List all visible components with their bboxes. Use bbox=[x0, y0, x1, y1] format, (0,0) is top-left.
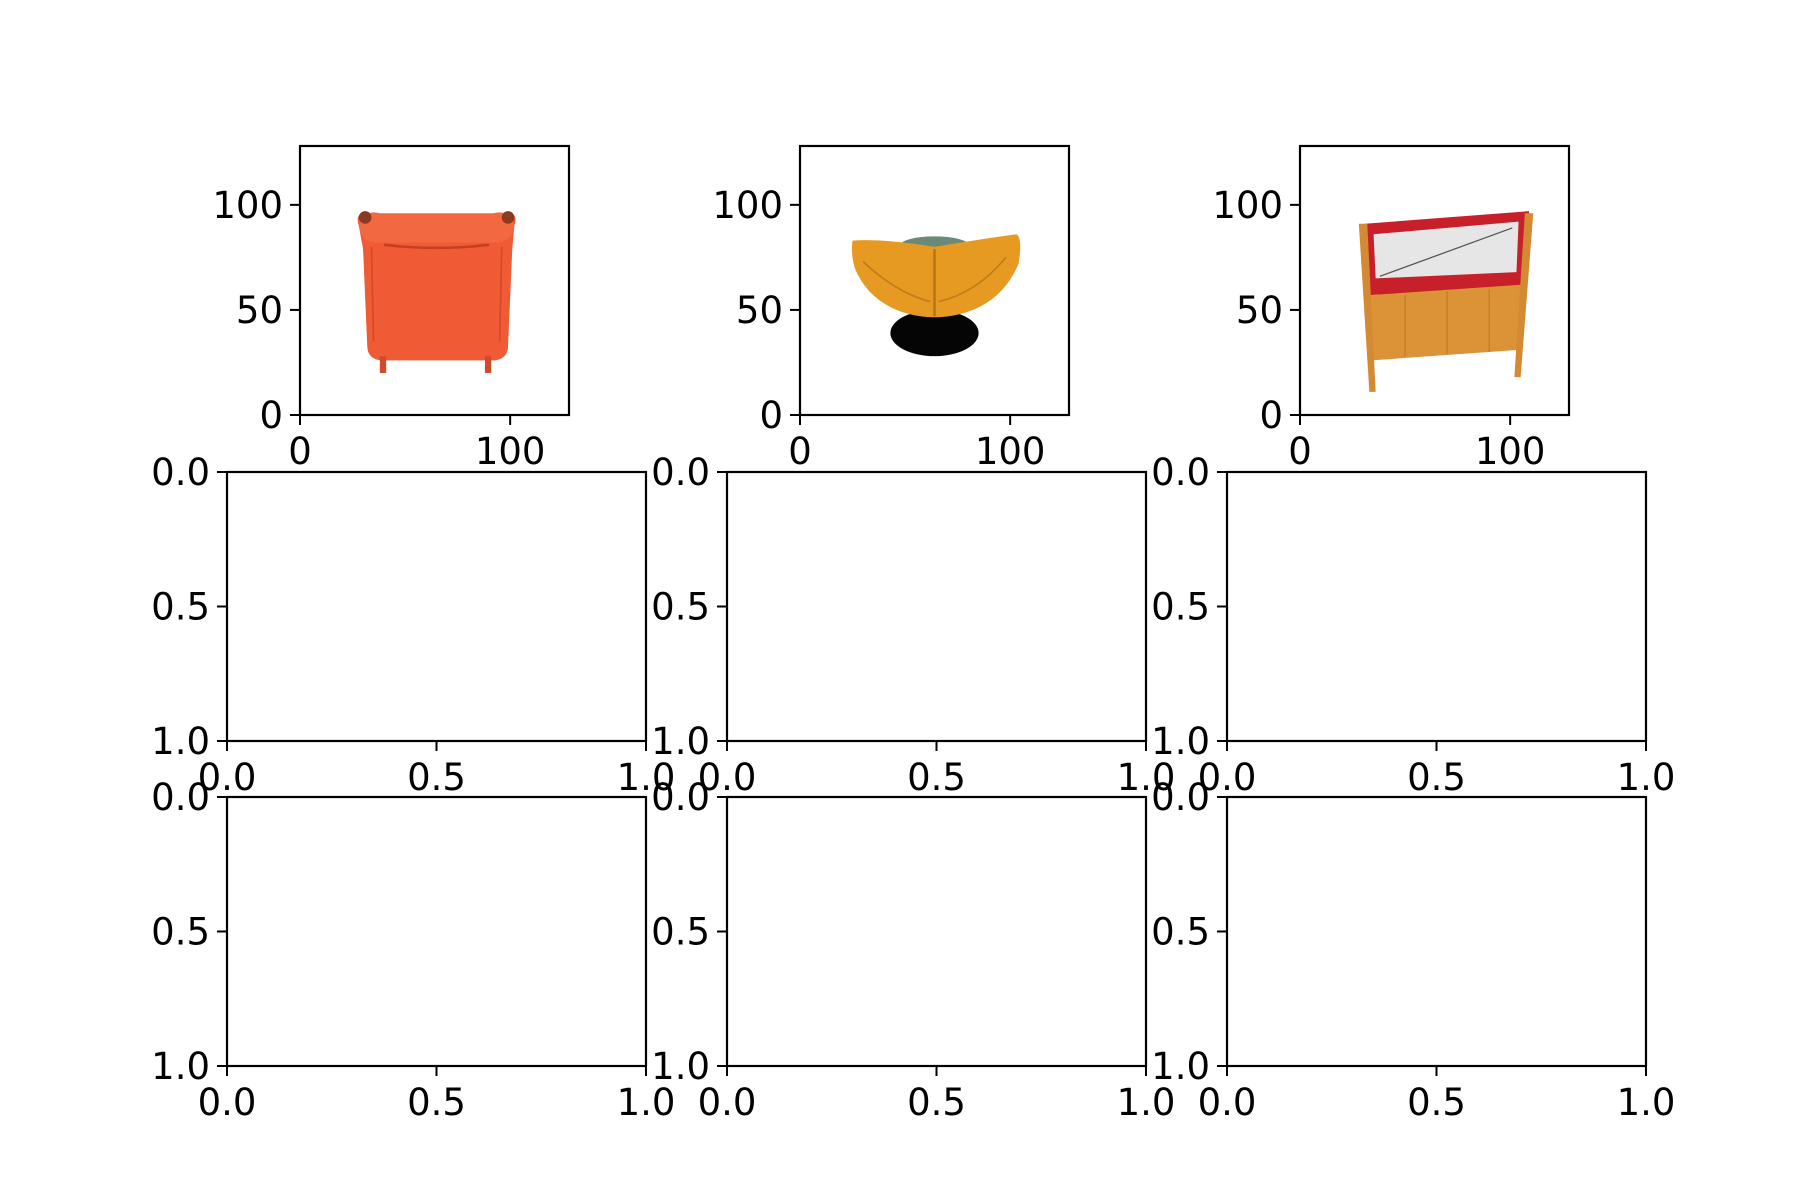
x-tick-label: 100 bbox=[975, 430, 1046, 473]
subplot-2: 0 100 0 50 100 bbox=[712, 144, 1071, 473]
x-tick-label: 0.0 bbox=[698, 1081, 757, 1124]
subplot-9: 0.0 0.5 1.00.00.51.0 bbox=[1151, 776, 1675, 1124]
y-tick-label: 0.5 bbox=[1151, 911, 1210, 954]
y-tick-label: 0.5 bbox=[151, 586, 210, 629]
x-tick-label: 0.5 bbox=[907, 1081, 966, 1124]
subplot-8: 0.0 0.5 1.00.00.51.0 bbox=[651, 776, 1175, 1124]
y-tick-label: 1.0 bbox=[151, 720, 210, 763]
subplot-7: 0.0 0.5 1.00.00.51.0 bbox=[151, 776, 675, 1124]
x-tick-label: 0.0 bbox=[1198, 1081, 1257, 1124]
y-tick-label: 0.0 bbox=[151, 451, 210, 494]
x-tick-label: 0 bbox=[288, 430, 312, 473]
x-tick-label: 100 bbox=[1475, 430, 1546, 473]
y-tick-label: 0 bbox=[259, 394, 283, 437]
x-tick-label: 0.0 bbox=[698, 756, 757, 799]
y-tick-label: 50 bbox=[736, 289, 783, 332]
y-tick-label: 0.0 bbox=[651, 451, 710, 494]
x-tick-label: 1.0 bbox=[1617, 756, 1676, 799]
x-tick-label: 1.0 bbox=[1117, 1081, 1176, 1124]
y-tick-label: 0.0 bbox=[1151, 776, 1210, 819]
y-tick-label: 0.5 bbox=[151, 911, 210, 954]
y-tick-label: 0.5 bbox=[1151, 586, 1210, 629]
subplot-5: 0.0 0.5 1.00.00.51.0 bbox=[651, 451, 1175, 799]
axes-frame bbox=[798, 144, 1071, 417]
x-tick-label: 0 bbox=[788, 430, 812, 473]
orange-armchair-image bbox=[356, 209, 517, 375]
x-tick-label: 0.0 bbox=[198, 1081, 257, 1124]
y-tick-label: 1.0 bbox=[1151, 720, 1210, 763]
x-tick-label: 0.5 bbox=[407, 1081, 466, 1124]
x-tick-label: 0.0 bbox=[1198, 756, 1257, 799]
y-tick-label: 0 bbox=[1259, 394, 1283, 437]
x-tick-label: 0.5 bbox=[407, 756, 466, 799]
axes-frame bbox=[298, 144, 571, 417]
y-tick-label: 0.0 bbox=[151, 776, 210, 819]
x-tick-label: 0.5 bbox=[1407, 756, 1466, 799]
subplot-1: 0 100 0 50 100 bbox=[212, 144, 571, 473]
y-tick-label: 1.0 bbox=[151, 1045, 210, 1088]
y-tick-label: 100 bbox=[712, 184, 783, 227]
y-tick-label: 0.5 bbox=[651, 911, 710, 954]
x-tick-label: 1.0 bbox=[1117, 756, 1176, 799]
y-tick-label: 100 bbox=[1212, 184, 1283, 227]
y-tick-label: 0.0 bbox=[651, 776, 710, 819]
y-tick-label: 1.0 bbox=[1151, 1045, 1210, 1088]
y-tick-label: 50 bbox=[1236, 289, 1283, 332]
x-tick-label: 0.5 bbox=[1407, 1081, 1466, 1124]
x-tick-label: 100 bbox=[475, 430, 546, 473]
subplot-4: 0.0 0.5 1.00.00.51.0 bbox=[151, 451, 675, 799]
y-tick-label: 0.0 bbox=[1151, 451, 1210, 494]
axes-frame bbox=[1298, 144, 1571, 417]
x-tick-label: 1.0 bbox=[1617, 1081, 1676, 1124]
y-tick-label: 100 bbox=[212, 184, 283, 227]
x-tick-label: 1.0 bbox=[617, 756, 676, 799]
y-tick-label: 0 bbox=[759, 394, 783, 437]
x-tick-label: 0.0 bbox=[198, 756, 257, 799]
y-tick-label: 1.0 bbox=[651, 1045, 710, 1088]
y-tick-label: 50 bbox=[236, 289, 283, 332]
subplot-3: 0 100 0 50 100 bbox=[1212, 144, 1571, 473]
y-tick-label: 1.0 bbox=[651, 720, 710, 763]
x-tick-label: 0.5 bbox=[907, 756, 966, 799]
x-tick-label: 1.0 bbox=[617, 1081, 676, 1124]
y-tick-label: 0.5 bbox=[651, 586, 710, 629]
x-tick-label: 0 bbox=[1288, 430, 1312, 473]
subplot-6: 0.0 0.5 1.00.00.51.0 bbox=[1151, 451, 1675, 799]
